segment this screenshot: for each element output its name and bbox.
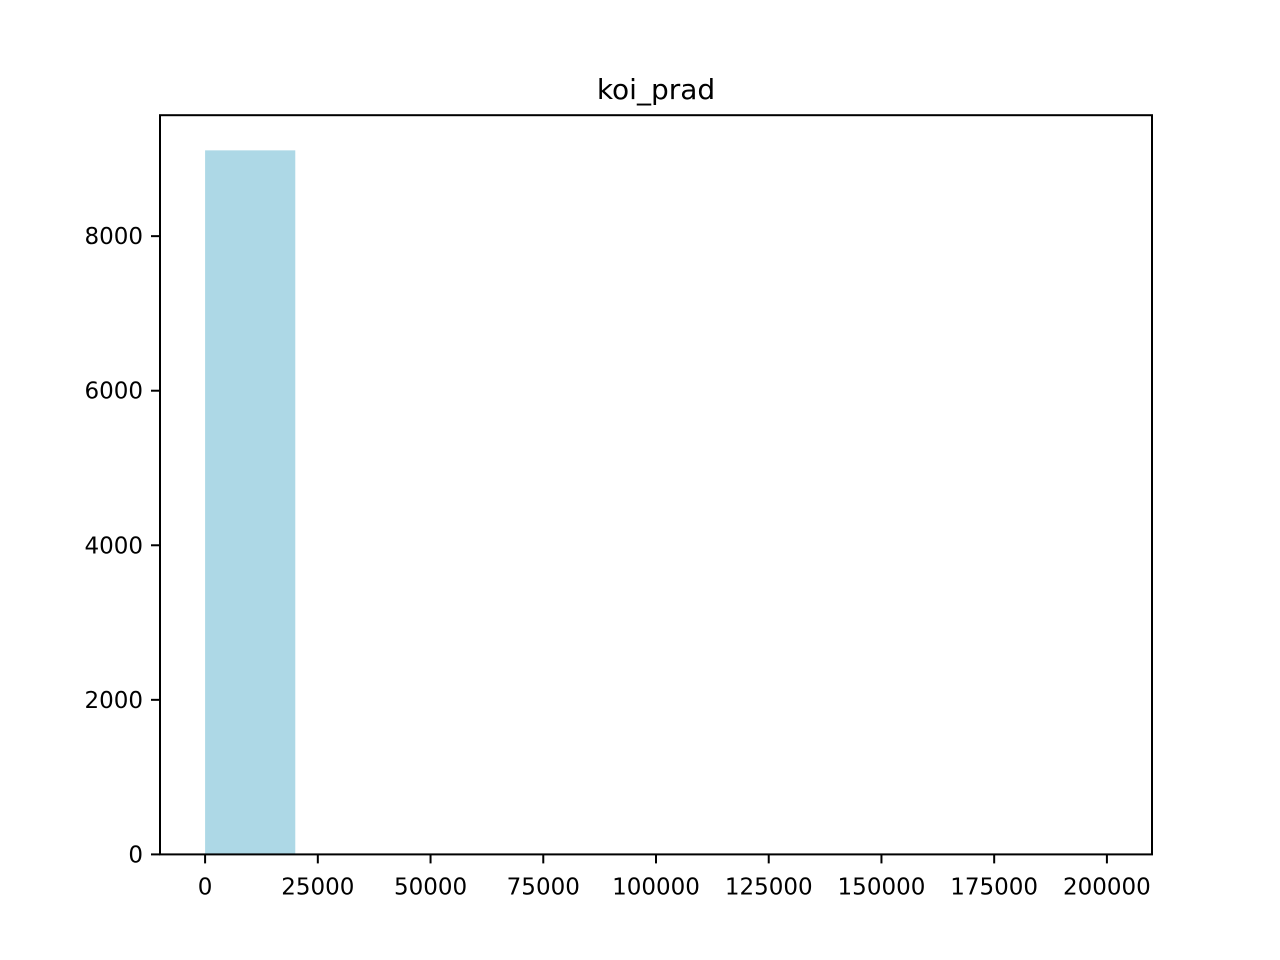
histogram-bar-0 xyxy=(205,150,296,855)
y-tick-label-3: 6000 xyxy=(84,379,143,405)
x-tick-label-3: 75000 xyxy=(507,874,580,900)
y-tick-label-2: 4000 xyxy=(84,533,143,559)
y-tick-label-1: 2000 xyxy=(84,688,143,714)
x-tick-label-5: 125000 xyxy=(725,874,813,900)
x-tick-label-4: 100000 xyxy=(612,874,700,900)
x-tick-label-0: 0 xyxy=(198,874,213,900)
x-tick-label-1: 25000 xyxy=(281,874,354,900)
plot-frame xyxy=(159,114,1153,856)
x-axis-ticks: 0 25000 50000 75000 100000 125000 150000 175000… xyxy=(198,854,1151,900)
y-tick-label-4: 8000 xyxy=(84,224,143,250)
bars-layer xyxy=(205,150,296,855)
x-tick-label-6: 150000 xyxy=(838,874,926,900)
chart-title: koi_prad xyxy=(597,73,715,106)
y-axis-ticks: 0 2000 4000 6000 8000 xyxy=(84,224,160,868)
x-tick-label-7: 175000 xyxy=(950,874,1038,900)
x-tick-label-2: 50000 xyxy=(394,874,467,900)
x-tick-label-8: 200000 xyxy=(1063,874,1151,900)
y-tick-label-0: 0 xyxy=(128,842,143,868)
